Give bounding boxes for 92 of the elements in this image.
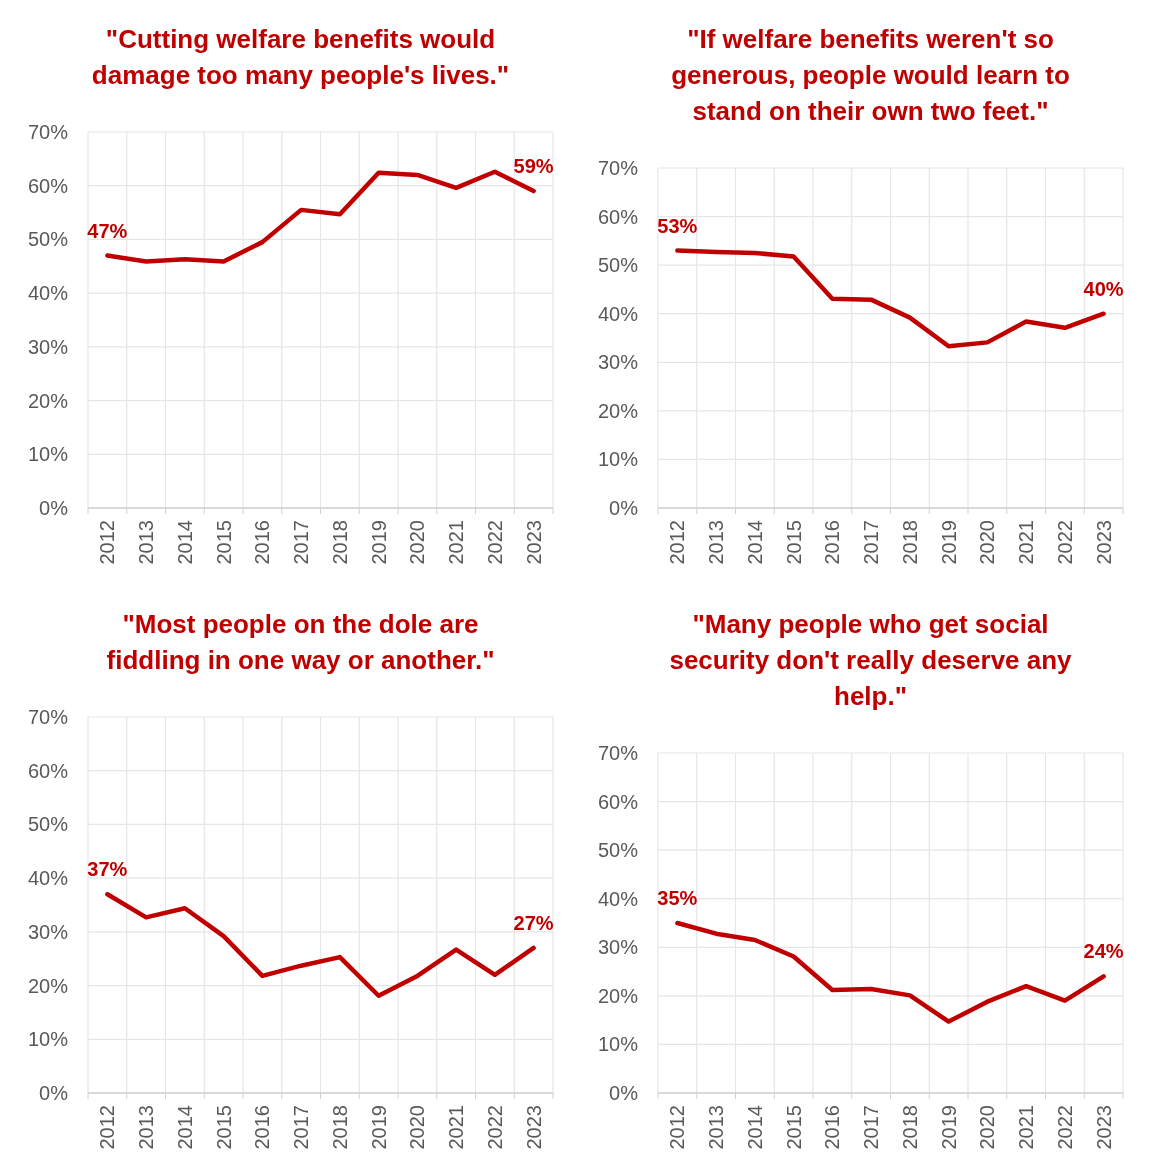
y-tick-label: 70% bbox=[27, 121, 69, 143]
y-tick-label: 30% bbox=[27, 920, 69, 943]
y-tick-label: 20% bbox=[27, 389, 69, 412]
x-tick-label: 2018 bbox=[898, 1105, 921, 1150]
x-tick-label: 2017 bbox=[860, 520, 883, 565]
x-tick-label: 2022 bbox=[1053, 1105, 1076, 1150]
x-tick-label: 2017 bbox=[860, 1105, 883, 1150]
y-tick-label: 20% bbox=[597, 984, 639, 1007]
x-tick-label: 2020 bbox=[976, 1105, 999, 1150]
x-tick-label: 2014 bbox=[173, 520, 196, 565]
x-tick-label: 2012 bbox=[666, 1105, 689, 1150]
y-tick-label: 60% bbox=[27, 174, 69, 197]
x-tick-label: 2019 bbox=[937, 1105, 960, 1150]
chart-title: "Cutting welfare benefits would damage too many people's lives." bbox=[91, 24, 510, 90]
y-tick-label: 60% bbox=[597, 790, 639, 813]
y-tick-label: 20% bbox=[597, 399, 639, 422]
x-tick-label: 2015 bbox=[212, 1105, 235, 1150]
x-tick-label: 2014 bbox=[173, 1105, 196, 1150]
y-tick-label: 20% bbox=[27, 974, 69, 997]
y-tick-label: 70% bbox=[27, 706, 69, 728]
y-tick-label: 50% bbox=[597, 254, 639, 277]
data-label: 59% bbox=[513, 155, 554, 178]
y-tick-label: 50% bbox=[27, 228, 69, 251]
y-tick-label: 10% bbox=[27, 443, 69, 466]
y-tick-label: 60% bbox=[27, 759, 69, 782]
x-tick-label: 2023 bbox=[1092, 520, 1115, 565]
y-tick-label: 0% bbox=[609, 497, 639, 519]
x-tick-label: 2020 bbox=[406, 520, 429, 565]
x-tick-label: 2019 bbox=[937, 520, 960, 565]
y-tick-label: 50% bbox=[597, 839, 639, 862]
y-tick-label: 0% bbox=[39, 497, 69, 519]
y-tick-label: 30% bbox=[27, 335, 69, 358]
x-tick-label: 2018 bbox=[328, 1105, 351, 1150]
x-tick-label: 2013 bbox=[135, 520, 158, 565]
x-tick-label: 2020 bbox=[406, 1105, 429, 1150]
x-tick-label: 2022 bbox=[483, 520, 506, 565]
x-tick-label: 2021 bbox=[1015, 1105, 1038, 1150]
y-tick-label: 40% bbox=[27, 282, 69, 305]
x-tick-label: 2023 bbox=[1092, 1105, 1115, 1150]
x-tick-label: 2012 bbox=[666, 520, 689, 565]
x-tick-label: 2013 bbox=[135, 1105, 158, 1150]
x-tick-label: 2012 bbox=[96, 520, 119, 565]
y-tick-label: 70% bbox=[597, 157, 639, 179]
x-tick-label: 2013 bbox=[705, 1105, 728, 1150]
y-tick-label: 40% bbox=[597, 887, 639, 910]
y-tick-label: 0% bbox=[609, 1082, 639, 1104]
y-tick-label: 70% bbox=[597, 742, 639, 764]
y-tick-label: 40% bbox=[597, 302, 639, 325]
x-tick-label: 2021 bbox=[445, 520, 468, 565]
chart-title: "If welfare benefits weren't so generous, people would learn to stand on their own two feet." bbox=[671, 24, 1070, 126]
x-tick-label: 2015 bbox=[782, 520, 805, 565]
x-tick-label: 2014 bbox=[743, 1105, 766, 1150]
y-tick-label: 0% bbox=[39, 1082, 69, 1104]
x-tick-label: 2012 bbox=[96, 1105, 119, 1150]
x-tick-label: 2016 bbox=[821, 520, 844, 565]
x-tick-label: 2016 bbox=[251, 1105, 274, 1150]
y-tick-label: 30% bbox=[597, 936, 639, 959]
x-tick-label: 2019 bbox=[367, 520, 390, 565]
y-tick-label: 10% bbox=[597, 1033, 639, 1056]
x-tick-label: 2013 bbox=[705, 520, 728, 565]
y-tick-label: 30% bbox=[597, 351, 639, 374]
x-tick-label: 2022 bbox=[483, 1105, 506, 1150]
y-tick-label: 60% bbox=[597, 205, 639, 228]
x-tick-label: 2017 bbox=[290, 1105, 313, 1150]
x-tick-label: 2016 bbox=[821, 1105, 844, 1150]
data-label: 27% bbox=[513, 911, 554, 934]
x-tick-label: 2021 bbox=[445, 1105, 468, 1150]
x-tick-label: 2020 bbox=[976, 520, 999, 565]
chart-title: "Many people who get social security don't really deserve any help." bbox=[669, 609, 1073, 711]
x-tick-label: 2023 bbox=[522, 1105, 545, 1150]
y-tick-label: 50% bbox=[27, 813, 69, 836]
data-label: 24% bbox=[1083, 940, 1124, 963]
x-tick-label: 2015 bbox=[782, 1105, 805, 1150]
x-tick-label: 2021 bbox=[1015, 520, 1038, 565]
x-tick-label: 2014 bbox=[743, 520, 766, 565]
data-label: 53% bbox=[657, 214, 698, 237]
x-tick-label: 2023 bbox=[522, 520, 545, 565]
data-label: 40% bbox=[1083, 277, 1124, 300]
y-tick-label: 10% bbox=[597, 448, 639, 471]
x-tick-label: 2015 bbox=[212, 520, 235, 565]
x-tick-label: 2022 bbox=[1053, 520, 1076, 565]
data-label: 37% bbox=[87, 858, 128, 881]
chart-title: "Most people on the dole are fiddling in one way or another." bbox=[106, 609, 495, 675]
x-tick-label: 2016 bbox=[251, 520, 274, 565]
data-label: 35% bbox=[657, 887, 698, 909]
x-tick-label: 2017 bbox=[290, 520, 313, 565]
x-tick-label: 2018 bbox=[328, 520, 351, 565]
y-tick-label: 10% bbox=[27, 1028, 69, 1051]
data-label: 47% bbox=[87, 219, 128, 242]
x-tick-label: 2019 bbox=[367, 1105, 390, 1150]
y-tick-label: 40% bbox=[27, 867, 69, 890]
x-tick-label: 2018 bbox=[898, 520, 921, 565]
